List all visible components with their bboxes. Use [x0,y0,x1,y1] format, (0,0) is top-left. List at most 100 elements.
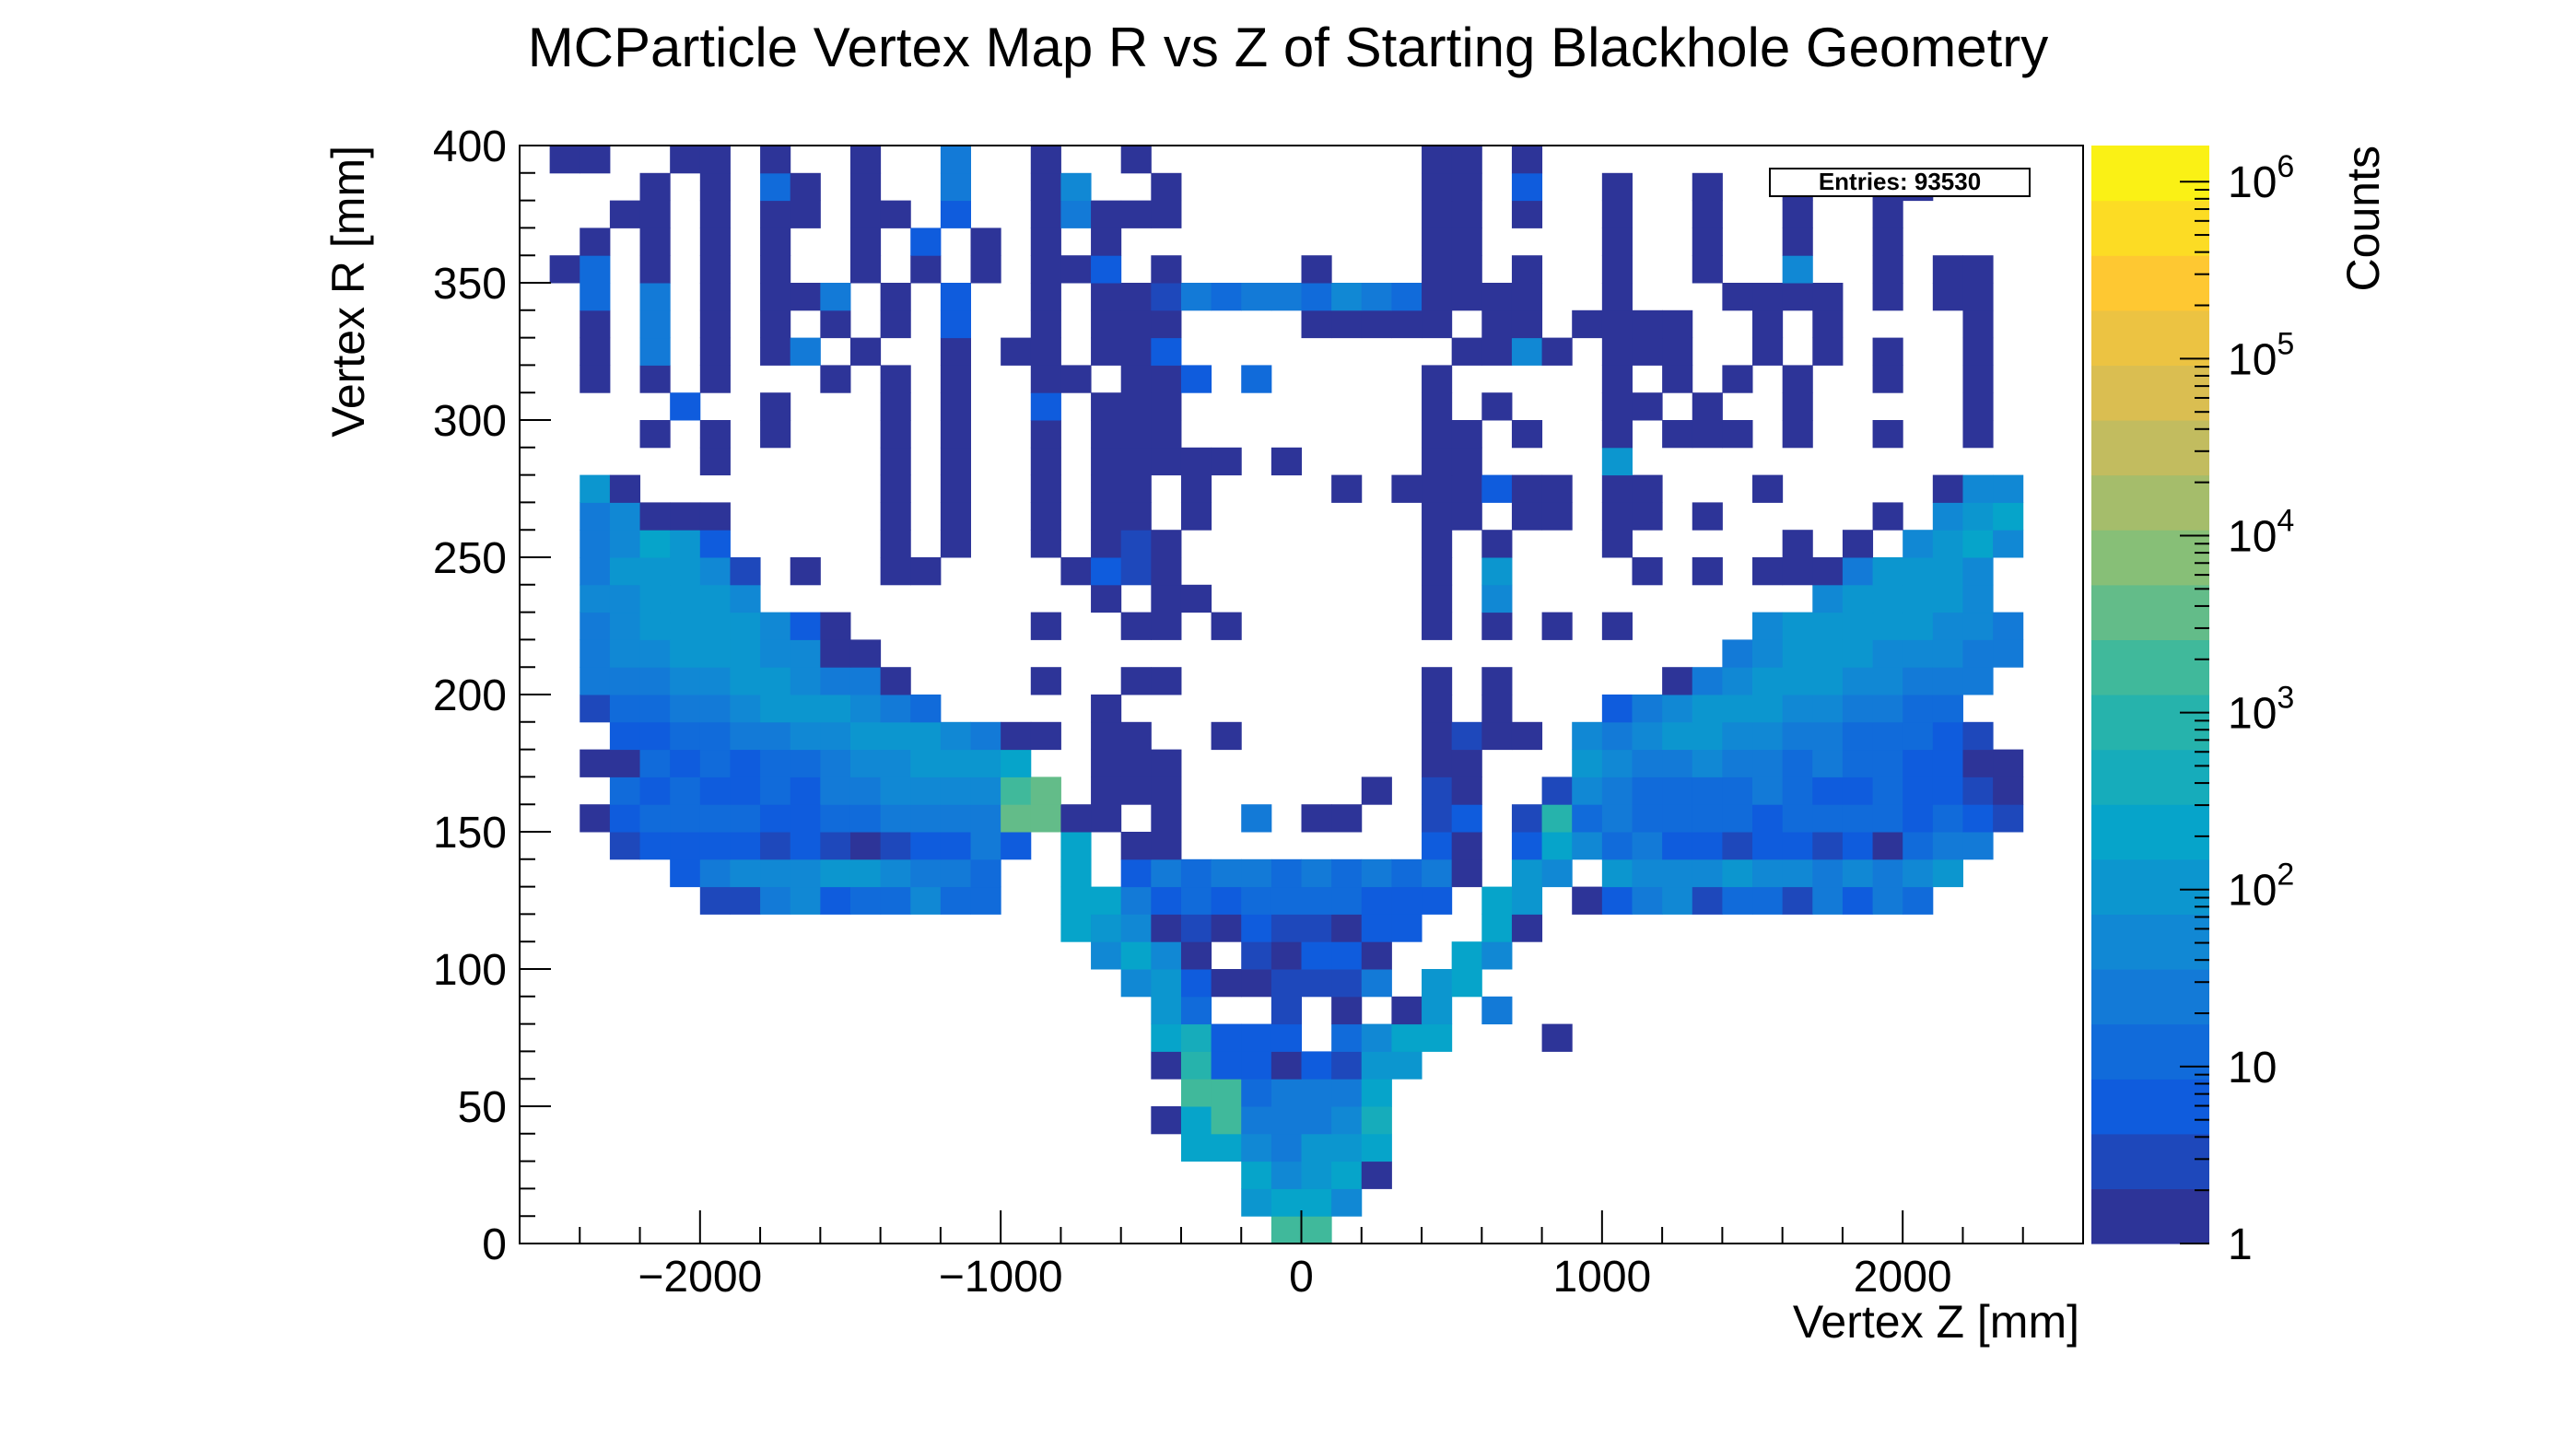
heatmap-bin [1151,420,1182,449]
heatmap-bin [1932,858,1963,888]
heatmap-bin [1301,969,1332,998]
heatmap-bin [1151,255,1182,284]
heatmap-bin [1120,146,1152,174]
heatmap-bin [580,146,611,174]
heatmap-bin [1331,1161,1363,1189]
heatmap-bin [790,283,821,311]
heatmap-bin [1511,283,1543,311]
color-palette-bar [2091,146,2209,1244]
heatmap-bin [1812,749,1844,777]
heatmap-bin [880,392,911,421]
heatmap-bin [1301,941,1332,970]
heatmap-bin [1211,1106,1242,1135]
heatmap-bin [1662,695,1693,723]
heatmap-bin [1331,474,1363,503]
heatmap-bin [1572,804,1603,833]
heatmap-bin [1872,612,1903,640]
heatmap-bin [1180,914,1212,942]
heatmap-bin [1752,721,1784,751]
heatmap-bin [1180,1023,1212,1052]
heatmap-bin [1301,804,1332,833]
heatmap-bin [1331,1079,1363,1107]
heatmap-bin [1361,1023,1392,1052]
heatmap-bin [1511,721,1543,751]
heatmap-bin [1301,1161,1332,1189]
heatmap-bin [1211,283,1242,311]
heatmap-bin [1422,667,1453,695]
heatmap-bin [1422,996,1453,1025]
y-tick-label: 400 [433,123,507,171]
heatmap-bin [1151,365,1182,393]
heatmap-bin [1903,639,1934,668]
heatmap-bin [1422,969,1453,998]
heatmap-bin [1812,804,1844,833]
heatmap-bin [910,749,942,777]
heatmap-bin [1722,420,1753,449]
heatmap-bin [1120,886,1152,915]
heatmap-bin [880,447,911,476]
heatmap-bin [1812,309,1844,339]
z-tick-exponent: 4 [2277,503,2294,538]
heatmap-bin [790,557,821,586]
heatmap-bin [1241,914,1272,942]
heatmap-bin [760,337,791,366]
heatmap-bin [1872,557,1903,586]
heatmap-bin [1151,1106,1182,1135]
heatmap-bin [580,612,611,640]
heatmap-bin [699,146,731,174]
heatmap-bin [1962,337,1994,366]
heatmap-bin [1782,721,1813,751]
heatmap-bin [609,502,641,531]
heatmap-bin [699,447,731,476]
heatmap-bin [1722,283,1753,311]
heatmap-bin [670,392,701,421]
heatmap-bin [1120,447,1152,476]
color-palette-band [2091,969,2209,1025]
heatmap-bin [1601,283,1633,311]
heatmap-bin [790,804,821,833]
heatmap-bin [580,639,611,668]
heatmap-bin [1752,886,1784,915]
heatmap-bin [1391,996,1423,1025]
heatmap-bin [1932,721,1963,751]
heatmap-bin [1451,337,1482,366]
heatmap-bin [1872,667,1903,695]
heatmap-bin [1601,337,1633,366]
heatmap-bin [1451,146,1482,174]
z-tick-exponent: 3 [2277,681,2294,716]
heatmap-bin [790,832,821,860]
heatmap-bin [1662,309,1693,339]
heatmap-bin [1692,557,1723,586]
heatmap-bin [1241,858,1272,888]
heatmap-bin [1692,721,1723,751]
heatmap-bin [1601,255,1633,284]
heatmap-bin [1782,832,1813,860]
heatmap-bin [1752,474,1784,503]
heatmap-bin [639,420,671,449]
heatmap-bin [1601,721,1633,751]
heatmap-bin [1151,557,1182,586]
heatmap-bin [1270,1188,1302,1217]
heatmap-bin [1151,941,1182,970]
heatmap-bin [1270,1133,1302,1162]
heatmap-bin [1331,1106,1363,1135]
heatmap-bin [1120,557,1152,586]
heatmap-bin [1662,337,1693,366]
heatmap-bin [1151,584,1182,613]
heatmap-bin [1091,695,1122,723]
heatmap-bin [1120,200,1152,228]
heatmap-bin [1752,283,1784,311]
heatmap-bin [1180,969,1212,998]
heatmap-bin [670,584,701,613]
heatmap-bin [1451,777,1482,805]
heatmap-bin [910,886,942,915]
heatmap-bin [1151,777,1182,805]
heatmap-bin [580,228,611,256]
heatmap-bin [1120,612,1152,640]
heatmap-bin [1932,667,1963,695]
heatmap-bin [1722,777,1753,805]
heatmap-bin [639,255,671,284]
heatmap-bin [1872,695,1903,723]
heatmap-bin [820,886,851,915]
